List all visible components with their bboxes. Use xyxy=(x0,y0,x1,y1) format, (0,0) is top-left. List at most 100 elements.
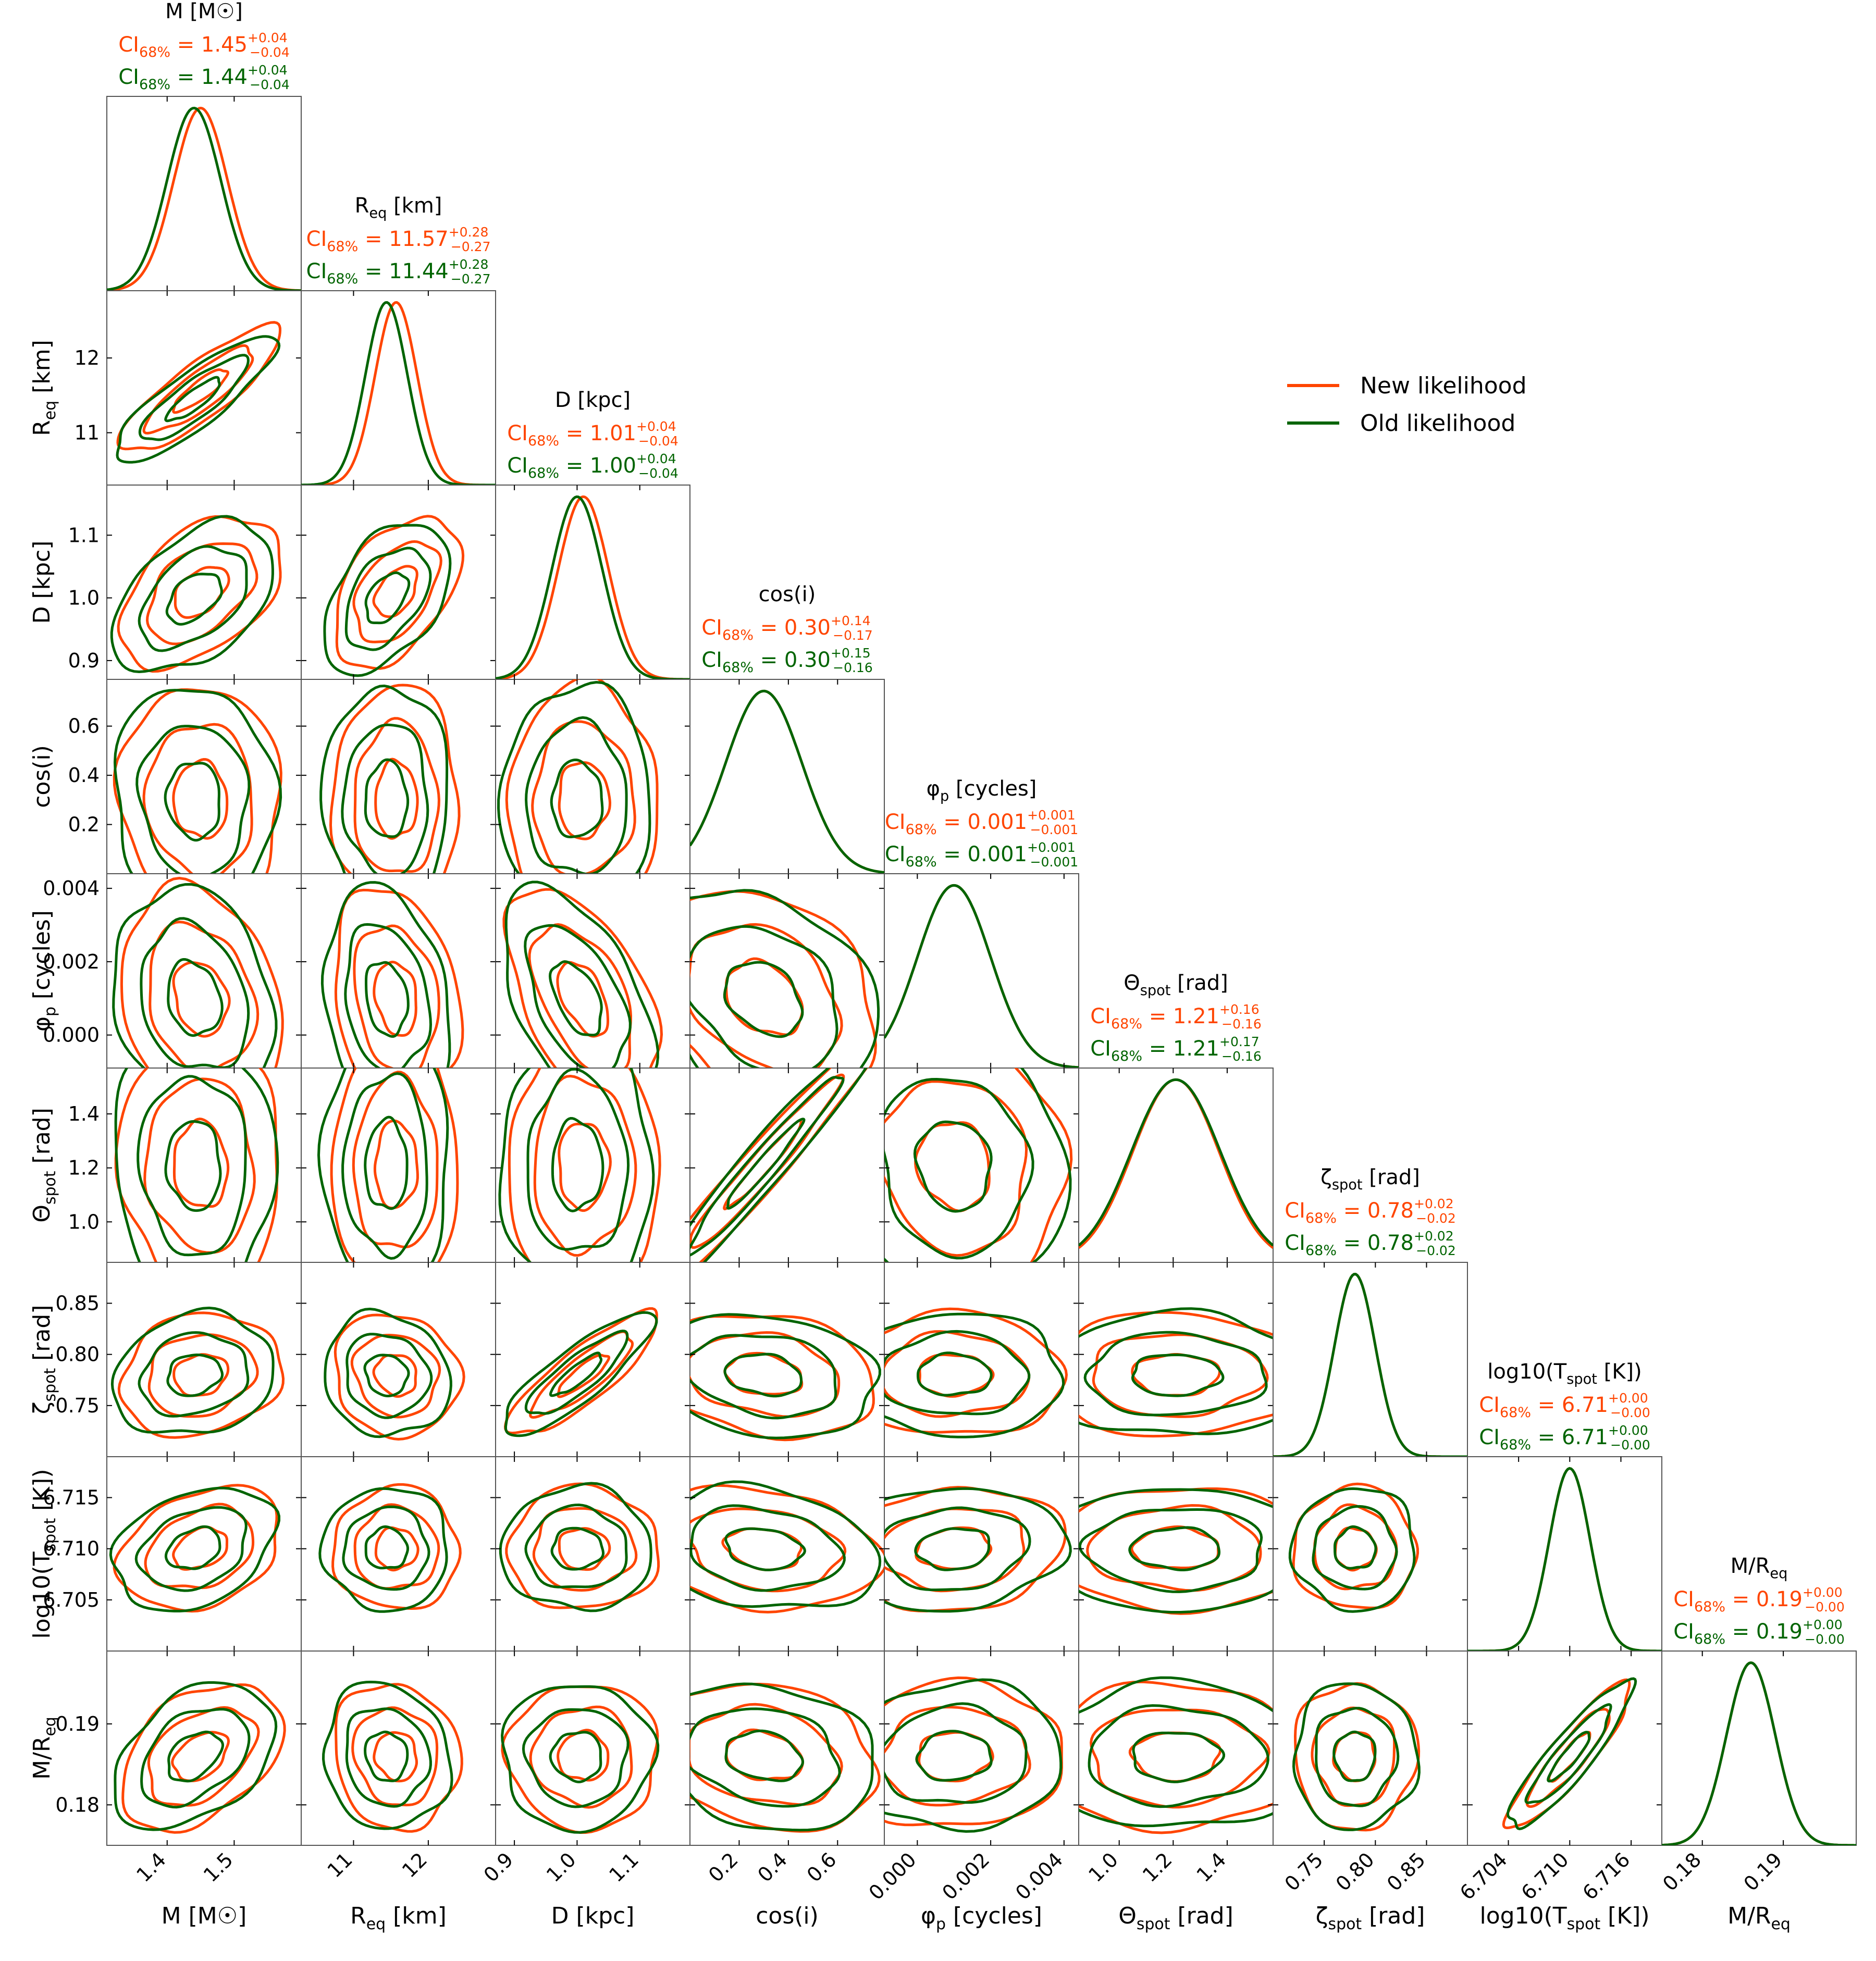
marginal-new-M xyxy=(107,106,301,291)
panel-content xyxy=(503,1307,658,1437)
contour-new-3sigma xyxy=(690,1484,884,1614)
contour-old-2sigma xyxy=(344,923,433,1068)
panel-ticks xyxy=(1518,1457,1622,1651)
contour-old-3sigma xyxy=(884,1487,1072,1613)
panel-ticks xyxy=(496,1457,690,1651)
contour-old-3sigma xyxy=(501,1685,660,1834)
x-tick-label-Req: 11 xyxy=(323,1848,356,1882)
contour-new-3sigma xyxy=(501,1685,659,1834)
panel-phi-Req xyxy=(301,873,496,1069)
contour-old-1sigma xyxy=(726,1118,806,1210)
panel-ticks xyxy=(496,1262,690,1457)
ci-new-phi: CI68% = 0.001+0.001 −0.001 xyxy=(885,808,1078,838)
x-tick-label-theta: 1.0 xyxy=(1084,1848,1122,1886)
contour-old-3sigma xyxy=(1506,1677,1637,1830)
contour-old-1sigma xyxy=(363,1354,410,1397)
x-axis-label-D: D [kpc] xyxy=(551,1903,635,1929)
panel-cosi-M xyxy=(106,679,302,874)
y-tick-label-zeta: 0.75 xyxy=(55,1394,100,1417)
panel-frame xyxy=(1273,1456,1468,1652)
contour-old-3sigma xyxy=(112,883,278,1068)
x-tick-label-T: 6.716 xyxy=(1578,1848,1634,1904)
panel-content xyxy=(690,689,884,874)
x-tick-label-D: 1.1 xyxy=(604,1848,643,1886)
panel-ticks xyxy=(353,291,429,485)
x-tick-label-theta: 1.4 xyxy=(1192,1848,1230,1886)
x-axis-label-M: M [M☉] xyxy=(162,1903,247,1929)
y-tick-label-cosi: 0.2 xyxy=(68,813,100,836)
panel-ticks xyxy=(690,1262,884,1457)
contour-old-2sigma xyxy=(884,1077,1034,1260)
panel-ticks xyxy=(690,1457,884,1651)
panel-theta-D xyxy=(495,1068,690,1263)
ci-old-D: CI68% = 1.00+0.04 −0.04 xyxy=(507,451,678,481)
contour-new-2sigma xyxy=(351,1706,439,1807)
contour-new-2sigma xyxy=(690,1331,841,1418)
panel-zeta-D xyxy=(495,1262,690,1457)
legend-line-new xyxy=(1287,384,1339,387)
panel-theta-theta xyxy=(1078,1068,1274,1263)
y-axis-label-Req: Req [km] xyxy=(29,340,59,436)
panel-T-D xyxy=(495,1456,690,1652)
contour-old-1sigma xyxy=(1334,1525,1377,1570)
panel-MR-D xyxy=(495,1650,690,1846)
ci-new-T: CI68% = 6.71+0.00 −0.00 xyxy=(1479,1391,1650,1421)
contour-new-2sigma xyxy=(147,1333,259,1418)
panel-Req-M xyxy=(106,290,302,486)
x-tick-label-MR: 0.18 xyxy=(1658,1848,1706,1895)
panel-content xyxy=(319,684,461,874)
panel-MR-zeta xyxy=(1273,1650,1468,1846)
diag-title-label: cos(i) xyxy=(759,582,816,606)
panel-frame xyxy=(1273,1650,1468,1846)
contour-old-3sigma xyxy=(114,1681,278,1831)
contour-old-1sigma xyxy=(164,1120,222,1212)
panel-frame xyxy=(106,1650,302,1846)
panel-frame xyxy=(1078,1262,1274,1457)
panel-MR-theta xyxy=(1078,1650,1274,1846)
x-tick-label-D: 1.0 xyxy=(542,1848,581,1886)
contour-old-2sigma xyxy=(134,1506,248,1592)
y-axis-label-zeta: ζspot [rad] xyxy=(29,1305,59,1414)
contour-old-2sigma xyxy=(690,1076,845,1257)
contour-old-3sigma xyxy=(497,680,651,874)
panel-theta-cosi xyxy=(689,1068,885,1263)
contour-new-2sigma xyxy=(142,344,254,435)
contour-old-3sigma xyxy=(317,1068,449,1262)
y-tick-label-Req: 12 xyxy=(75,346,100,369)
marginal-old-cosi xyxy=(690,689,884,874)
contour-old-2sigma xyxy=(884,1506,1031,1592)
panel-content xyxy=(113,688,282,874)
y-tick-label-Req: 11 xyxy=(75,421,100,444)
ci-new-Req: CI68% = 11.57+0.28 −0.27 xyxy=(306,225,491,255)
ci-new-D: CI68% = 1.01+0.04 −0.04 xyxy=(507,419,678,449)
marginal-old-MR xyxy=(1662,1661,1856,1845)
contour-old-1sigma xyxy=(1132,1731,1226,1783)
panel-ticks xyxy=(107,874,301,1068)
panel-zeta-phi xyxy=(884,1262,1079,1457)
contour-old-1sigma xyxy=(167,1730,225,1783)
contour-new-3sigma xyxy=(334,888,464,1068)
contour-old-1sigma xyxy=(917,1351,993,1397)
panel-D-M xyxy=(106,485,302,680)
contour-old-1sigma xyxy=(364,1730,409,1782)
contour-new-1sigma xyxy=(172,758,229,840)
panel-ticks xyxy=(496,1068,690,1262)
panel-content xyxy=(1292,1682,1421,1832)
panel-ticks xyxy=(1079,1651,1273,1845)
panel-frame xyxy=(495,485,690,680)
panel-content xyxy=(884,884,1079,1068)
y-tick-label-zeta: 0.85 xyxy=(55,1292,100,1315)
contour-old-2sigma xyxy=(140,1708,251,1809)
panel-content xyxy=(107,106,301,291)
y-tick-label-cosi: 0.4 xyxy=(68,764,100,787)
panel-zeta-cosi xyxy=(689,1262,885,1457)
legend-entry-old: Old likelihood xyxy=(1287,407,1515,439)
panel-phi-cosi xyxy=(689,873,885,1069)
panel-frame xyxy=(884,873,1079,1069)
panel-content xyxy=(109,1484,280,1613)
y-tick-label-D: 0.9 xyxy=(68,649,100,672)
contour-new-1sigma xyxy=(374,1526,419,1572)
contour-new-3sigma xyxy=(1079,1487,1273,1615)
diag-title-phi: φp [cycles] CI68% = 0.001+0.001 −0.001CI68… xyxy=(885,777,1078,870)
